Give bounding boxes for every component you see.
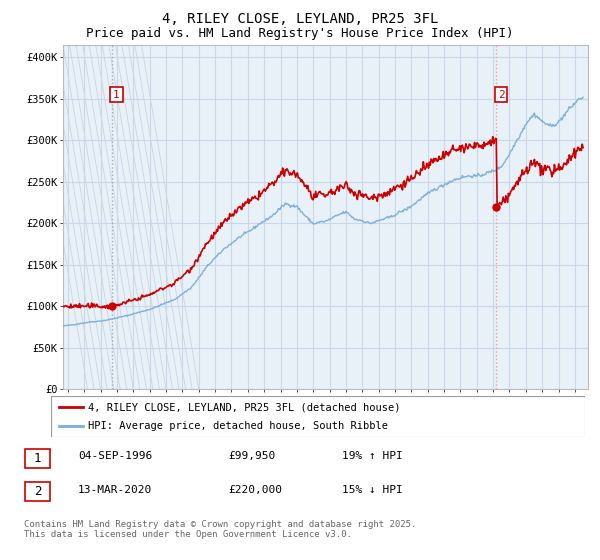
Text: 4, RILEY CLOSE, LEYLAND, PR25 3FL (detached house): 4, RILEY CLOSE, LEYLAND, PR25 3FL (detac… xyxy=(88,403,401,412)
Text: 1: 1 xyxy=(113,90,120,100)
FancyBboxPatch shape xyxy=(51,396,585,437)
Text: HPI: Average price, detached house, South Ribble: HPI: Average price, detached house, Sout… xyxy=(88,421,388,431)
Text: 4, RILEY CLOSE, LEYLAND, PR25 3FL: 4, RILEY CLOSE, LEYLAND, PR25 3FL xyxy=(162,12,438,26)
Text: 2: 2 xyxy=(34,485,41,498)
Text: 1: 1 xyxy=(34,451,41,465)
FancyBboxPatch shape xyxy=(25,482,50,501)
Text: 2: 2 xyxy=(498,90,505,100)
Text: 04-SEP-1996: 04-SEP-1996 xyxy=(78,451,152,461)
Text: 13-MAR-2020: 13-MAR-2020 xyxy=(78,485,152,495)
FancyBboxPatch shape xyxy=(25,449,50,468)
Text: Contains HM Land Registry data © Crown copyright and database right 2025.
This d: Contains HM Land Registry data © Crown c… xyxy=(24,520,416,539)
Text: 15% ↓ HPI: 15% ↓ HPI xyxy=(342,485,403,495)
Text: 19% ↑ HPI: 19% ↑ HPI xyxy=(342,451,403,461)
Text: Price paid vs. HM Land Registry's House Price Index (HPI): Price paid vs. HM Land Registry's House … xyxy=(86,27,514,40)
Text: £220,000: £220,000 xyxy=(228,485,282,495)
Text: £99,950: £99,950 xyxy=(228,451,275,461)
